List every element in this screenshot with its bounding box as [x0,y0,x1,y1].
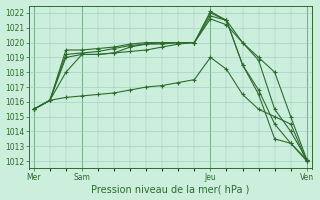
X-axis label: Pression niveau de la mer( hPa ): Pression niveau de la mer( hPa ) [91,184,250,194]
